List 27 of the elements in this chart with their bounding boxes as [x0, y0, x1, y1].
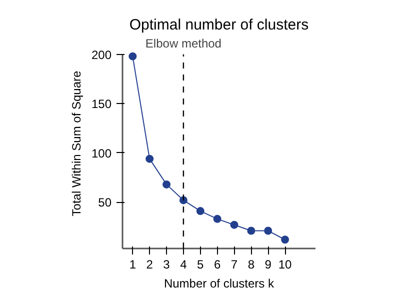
y-tick-label: 50 [98, 196, 112, 210]
x-tick-label: 3 [163, 258, 170, 272]
x-tick-label: 5 [197, 258, 204, 272]
point [196, 207, 204, 216]
point [264, 226, 272, 235]
y-tick-label: 200 [91, 48, 112, 62]
point [213, 214, 222, 223]
ref-line-label: Elbow method [145, 36, 222, 50]
point [162, 180, 171, 188]
point [247, 226, 256, 235]
x-tick-label: 4 [180, 258, 188, 272]
y-axis-title: Total Within Sum of Square [69, 70, 84, 216]
y-tick-label: 150 [91, 97, 112, 112]
y-tick-label: 100 [91, 146, 112, 160]
x-tick-label: 6 [214, 258, 221, 272]
x-tick-label: 10 [278, 258, 292, 272]
chart-title: Optimal number of clusters [129, 16, 309, 34]
point [281, 236, 290, 244]
x-tick-label: 7 [230, 258, 238, 272]
x-tick-label: 2 [146, 258, 154, 272]
point [230, 220, 238, 229]
x-tick-label: 8 [248, 258, 255, 272]
x-tick-label: 1 [129, 258, 136, 272]
x-tick-label: 9 [264, 258, 272, 272]
x-axis-title: Number of clusters k [164, 276, 276, 290]
point [128, 52, 137, 60]
point [146, 154, 154, 163]
